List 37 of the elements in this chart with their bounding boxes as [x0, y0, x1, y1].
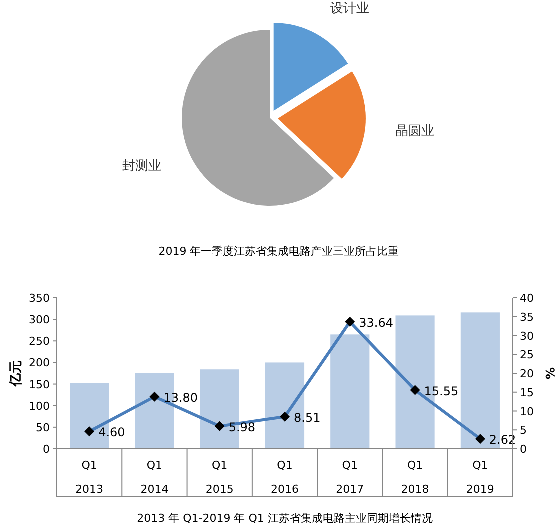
data-label: 33.64 — [359, 316, 394, 330]
x-tick-label: Q1 2015 — [206, 459, 234, 496]
slice-label: 晶圆业 — [395, 124, 434, 139]
y2-tick-label: 35 — [520, 310, 534, 324]
y-tick-label: 100 — [29, 400, 50, 413]
y2-tick-label: 25 — [520, 348, 534, 362]
y-tick-label: 150 — [29, 378, 50, 392]
y2-axis-title: % — [543, 367, 557, 380]
y2-tick-label: 10 — [520, 405, 534, 418]
y-tick-label: 300 — [29, 314, 50, 327]
data-label: 15.55 — [424, 384, 459, 398]
x-tick-label: Q1 2014 — [140, 459, 169, 496]
y2-tick-label: 5 — [520, 424, 527, 438]
slice-label: 封测业 — [122, 158, 162, 174]
text: 2013 年 Q1-2019 年 Q1 江苏省集成电路主业同期增长情况 — [137, 512, 433, 525]
x-tick-label: Q1 2019 — [466, 459, 494, 496]
y-tick-label: 200 — [29, 356, 50, 370]
y-axis-title: 亿元 — [9, 360, 24, 388]
y-tick-label: 250 — [29, 335, 50, 348]
y-tick-label: 0 — [43, 443, 50, 456]
y2-tick-label: 0 — [520, 443, 527, 456]
text: 2019 年一季度江苏省集成电路产业三业所占比重 — [158, 245, 400, 258]
y-tick-label: 350 — [29, 292, 50, 305]
y2-tick-label: 30 — [520, 330, 534, 343]
y2-tick-label: 15 — [520, 386, 534, 400]
y2-tick-label: 20 — [520, 368, 534, 380]
x-tick-label: Q1 2018 — [401, 459, 430, 496]
x-tick-label: Q1 2017 — [336, 459, 364, 496]
data-label: 13.80 — [164, 390, 198, 405]
x-tick-label: Q1 2013 — [76, 459, 104, 496]
y2-tick-label: 40 — [520, 292, 534, 305]
data-label: 4.60 — [98, 426, 126, 440]
data-label: 8.51 — [294, 410, 321, 425]
x-tick-label: Q1 2016 — [271, 459, 299, 496]
y-tick-label: 50 — [36, 421, 50, 434]
slice-label: 设计业 — [330, 2, 370, 17]
data-label: 5.98 — [228, 420, 256, 434]
